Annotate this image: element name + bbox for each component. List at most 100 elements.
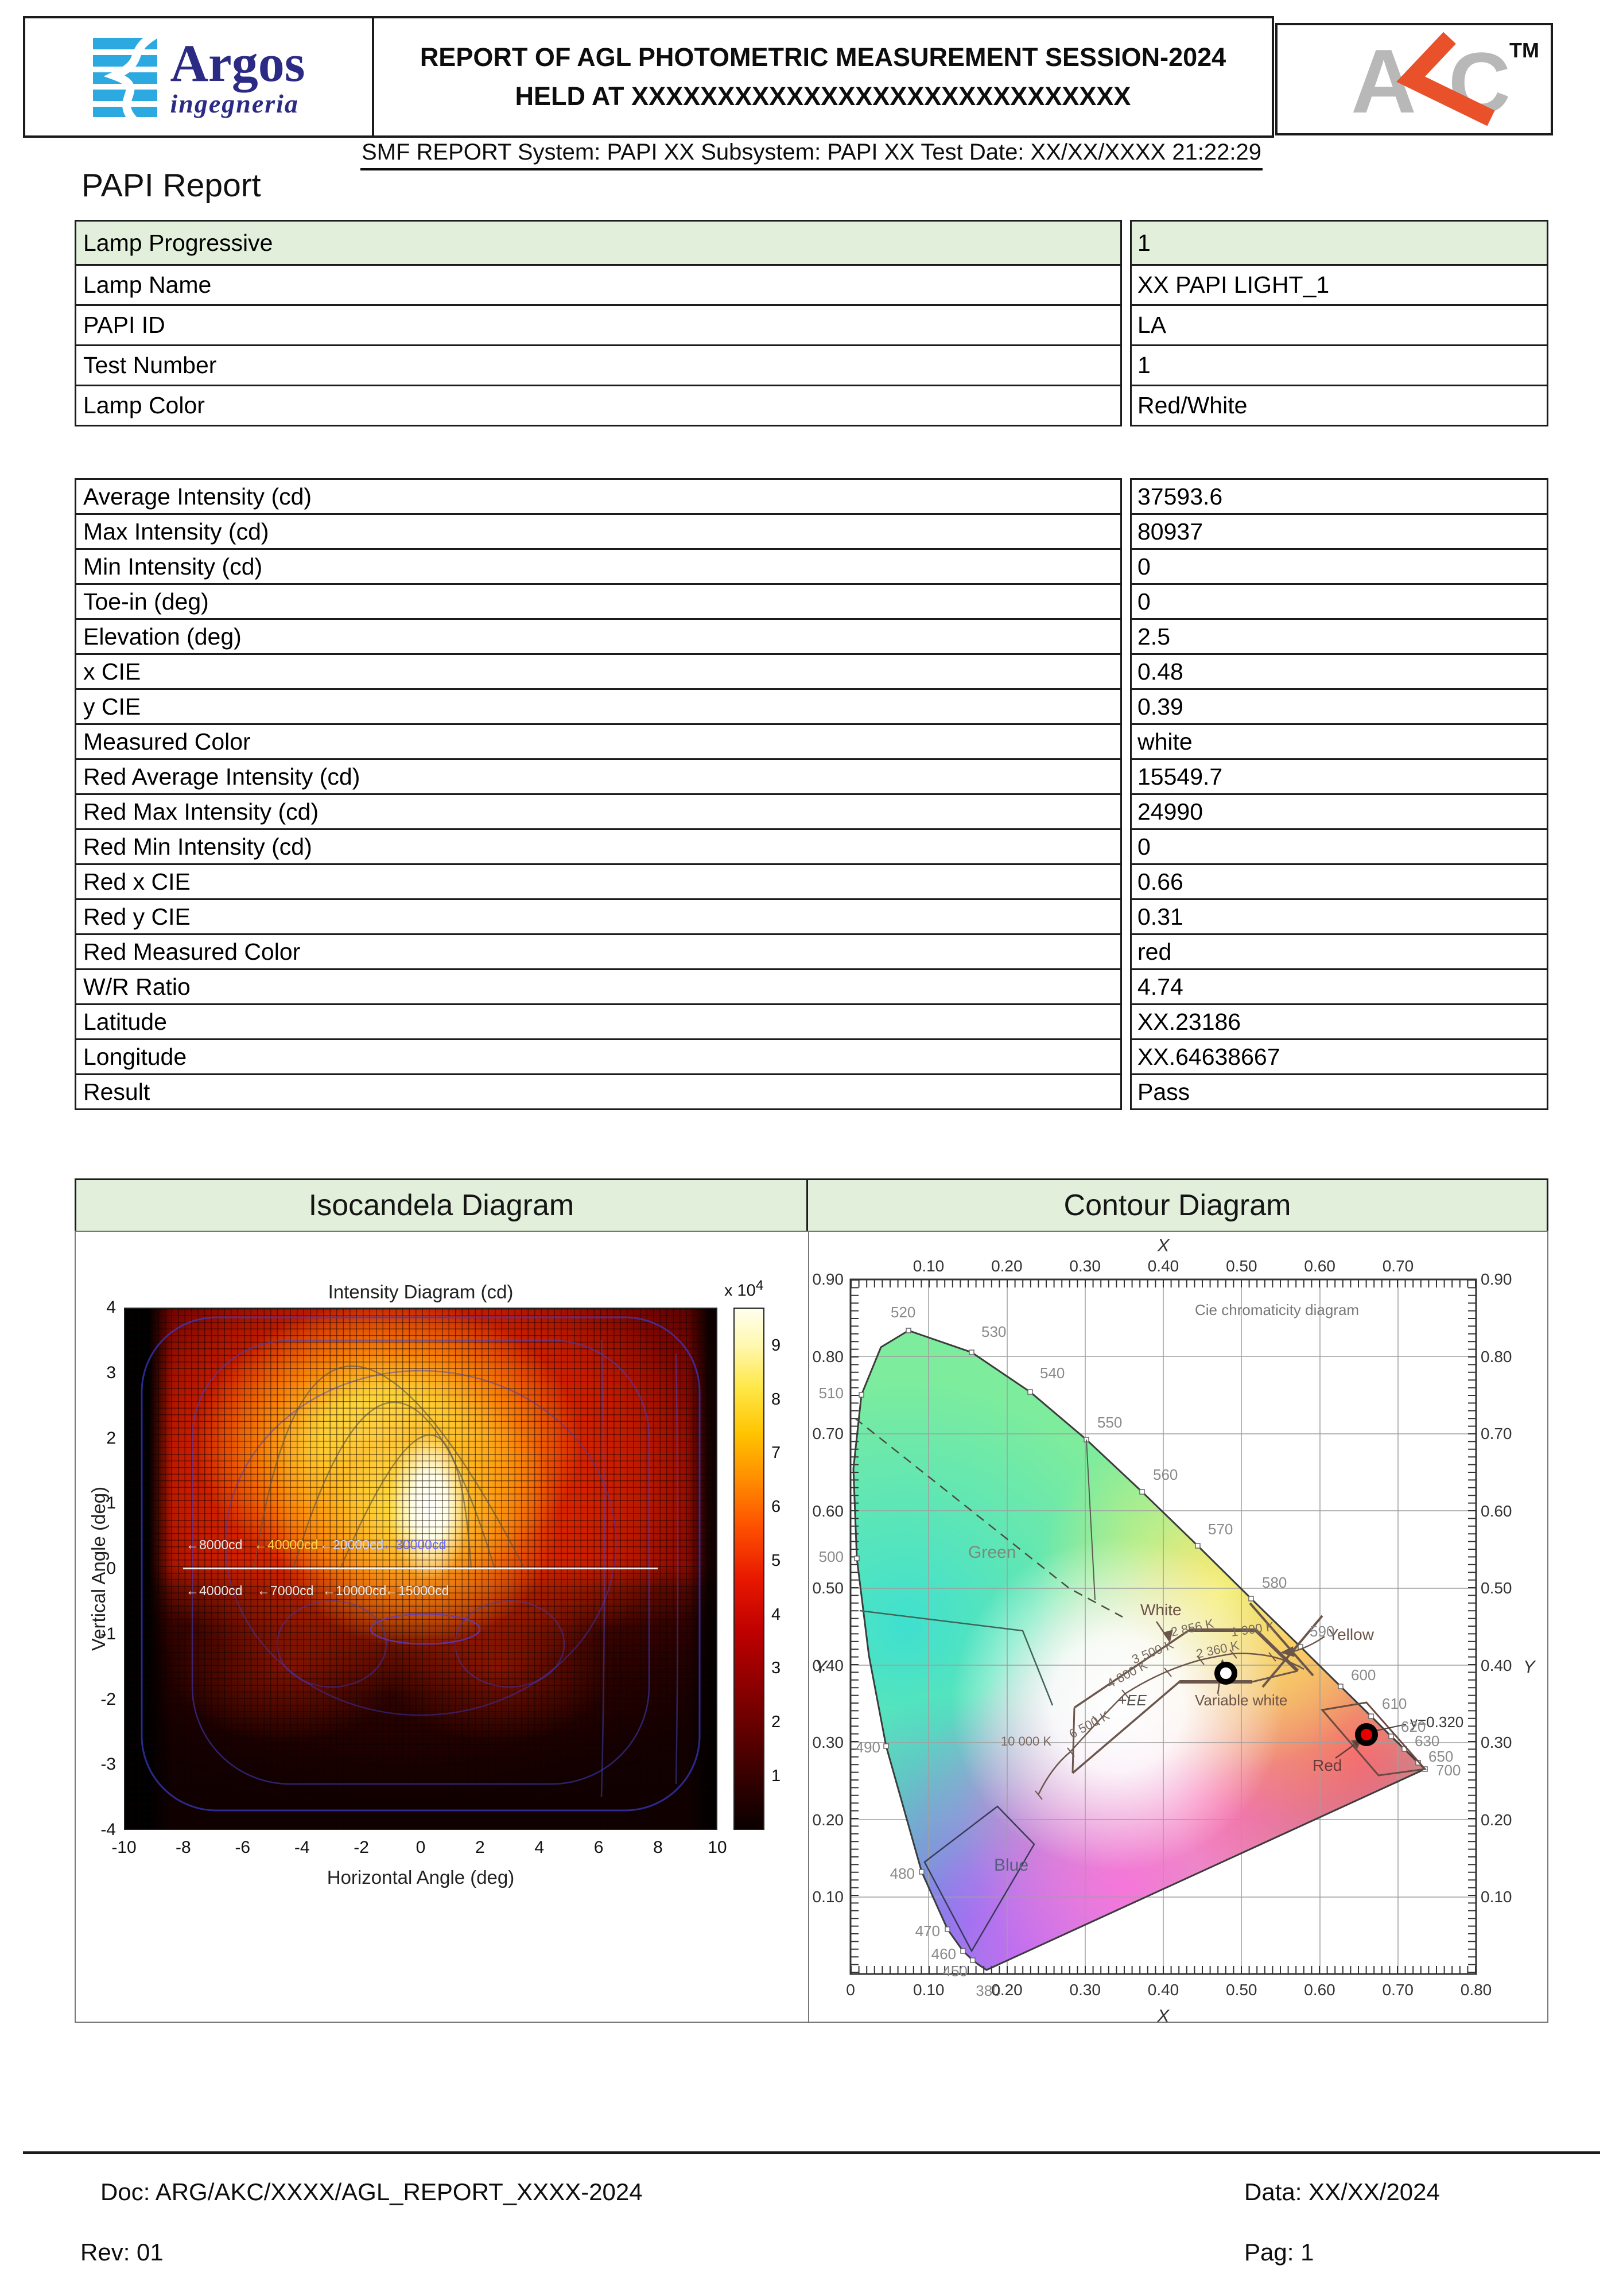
colorbar xyxy=(733,1308,764,1830)
cie-chromaticity-diagram: Cie chromaticity diagram Green Blue Whit… xyxy=(819,1278,1477,1999)
svg-text:610: 610 xyxy=(1382,1695,1407,1712)
footer-divider xyxy=(23,2151,1600,2154)
svg-text:510: 510 xyxy=(819,1384,844,1402)
heatmap-contours xyxy=(141,1316,701,1812)
x-axis-ticks-bottom: 0 0.10 0.20 0.30 0.40 0.50 0.60 0.70 0.8… xyxy=(846,1981,1492,1999)
footer-doc: Doc: ARG/AKC/XXXX/AGL_REPORT_XXXX-2024 xyxy=(100,2178,643,2205)
svg-text:500: 500 xyxy=(819,1548,844,1565)
table-row: Toe-in (deg) 0 xyxy=(75,583,1548,620)
cd-annotation: ←4000cd xyxy=(186,1583,243,1598)
table-row: W/R Ratio 4.74 xyxy=(75,968,1548,1005)
y-axis-label-right: Y xyxy=(1523,1657,1535,1677)
footer-date: Data: XX/XX/2024 xyxy=(1244,2178,1440,2205)
table-row: Max Intensity (cd) 80937 xyxy=(75,513,1548,550)
akc-letter-k-icon xyxy=(1396,32,1495,126)
svg-text:Red: Red xyxy=(1313,1756,1342,1774)
svg-text:+EE: +EE xyxy=(1118,1692,1147,1709)
argos-logo-icon xyxy=(93,34,160,119)
colorbar-tick: 6 xyxy=(771,1498,781,1516)
y-0320-leader xyxy=(1376,1724,1407,1731)
logo-subtitle: ingegneria xyxy=(170,89,299,118)
x-axis-label-bottom: X xyxy=(1157,2006,1170,2026)
green-dashed-boundary xyxy=(855,1418,1123,1618)
table-row: Average Intensity (cd) 37593.6 xyxy=(75,478,1548,515)
report-title-line1: REPORT OF AGL PHOTOMETRIC MEASUREMENT SE… xyxy=(420,42,1226,72)
table-row: Lamp Color Red/White xyxy=(75,385,1548,426)
svg-text:490: 490 xyxy=(856,1739,880,1756)
colorbar-tick: 2 xyxy=(771,1713,781,1731)
contour-chart: X 0.10 0.20 0.30 0.40 0.50 0.60 0.70 0.9… xyxy=(808,1232,1548,2026)
svg-text:Variable white: Variable white xyxy=(1195,1692,1287,1709)
svg-text:530: 530 xyxy=(981,1323,1006,1340)
akc-logo-icon: A C TM xyxy=(1351,31,1539,132)
svg-text:520: 520 xyxy=(891,1304,915,1321)
svg-text:480: 480 xyxy=(890,1865,915,1882)
svg-text:Yellow: Yellow xyxy=(1328,1626,1374,1643)
table-row: Min Intensity (cd) 0 xyxy=(75,548,1548,585)
svg-text:White: White xyxy=(1140,1601,1182,1619)
svg-text:570: 570 xyxy=(1208,1521,1233,1538)
svg-text:380: 380 xyxy=(976,1982,1000,1999)
table-row: Red Average Intensity (cd) 15549.7 xyxy=(75,758,1548,795)
table-row: Elevation (deg) 2.5 xyxy=(75,618,1548,655)
table-row: x CIE 0.48 xyxy=(75,653,1548,690)
table-row: Measured Color white xyxy=(75,723,1548,760)
table-row: Longitude XX.64638667 xyxy=(75,1038,1548,1075)
blue-region xyxy=(923,1805,1035,1953)
red-region xyxy=(1321,1701,1427,1777)
contour-diagram-header: Contour Diagram xyxy=(806,1178,1548,1232)
zero-elevation-line xyxy=(183,1568,658,1569)
svg-text:590: 590 xyxy=(1310,1623,1334,1640)
svg-text:Green: Green xyxy=(968,1543,1016,1562)
cd-annotation: ←7000cd xyxy=(257,1583,314,1598)
measured-red-point xyxy=(1355,1723,1378,1746)
table-row: Test Number 1 xyxy=(75,344,1548,386)
cd-annotation: ←10000cd xyxy=(323,1583,387,1598)
svg-text:450: 450 xyxy=(943,1963,968,1980)
measured-white-point xyxy=(1214,1662,1237,1685)
page-title: PAPI Report xyxy=(81,167,261,204)
table-row: Red Max Intensity (cd) 24990 xyxy=(75,793,1548,830)
svg-text:580: 580 xyxy=(1262,1574,1287,1591)
header-box: Argos ingegneria REPORT OF AGL PHOTOMETR… xyxy=(23,16,1274,138)
akc-logo-box: A C TM xyxy=(1275,23,1553,135)
svg-text:630: 630 xyxy=(1415,1732,1439,1750)
chart-title: Intensity Diagram (cd) xyxy=(328,1281,514,1302)
table-row: Result Pass xyxy=(75,1073,1548,1110)
measurement-table: Average Intensity (cd) 37593.6 Max Intens… xyxy=(75,478,1548,1110)
report-title: REPORT OF AGL PHOTOMETRIC MEASUREMENT SE… xyxy=(374,18,1272,135)
cd-annotation: ←15000cd xyxy=(385,1583,449,1598)
table-row: PAPI ID LA xyxy=(75,304,1548,346)
table-row: Lamp Progressive 1 xyxy=(75,220,1548,266)
footer-page: Pag: 1 xyxy=(1244,2239,1314,2266)
colorbar-tick: 4 xyxy=(771,1605,781,1624)
svg-text:560: 560 xyxy=(1153,1466,1178,1483)
table-row: Latitude XX.23186 xyxy=(75,1003,1548,1040)
diagrams-panel: Intensity Diagram (cd) Vertical Angle (d… xyxy=(75,1231,1548,2026)
report-title-line2: HELD AT XXXXXXXXXXXXXXXXXXXXXXXXXXXXX xyxy=(515,82,1131,111)
lamp-info-table: Lamp Progressive 1 Lamp Name XX PAPI LIG… xyxy=(75,220,1548,426)
svg-text:y=0.320: y=0.320 xyxy=(1410,1713,1463,1731)
cd-annotation: ←20000cd xyxy=(320,1537,384,1552)
svg-text:Blue: Blue xyxy=(994,1856,1028,1875)
x-axis-label: Horizontal Angle (deg) xyxy=(327,1867,515,1888)
isocandela-diagram-header: Isocandela Diagram xyxy=(75,1178,808,1232)
footer-revision: Rev: 01 xyxy=(80,2239,164,2266)
argos-logo: Argos ingegneria xyxy=(25,18,374,135)
green-solid-boundary xyxy=(1086,1439,1096,1600)
axis-ticks xyxy=(851,1279,1476,1974)
akc-tm: TM xyxy=(1509,38,1539,62)
table-row: Lamp Name XX PAPI LIGHT_1 xyxy=(75,264,1548,306)
colorbar-tick: 8 xyxy=(771,1390,781,1409)
logo-name: Argos xyxy=(170,34,305,92)
smf-report-line: SMF REPORT System: PAPI XX Subsystem: PA… xyxy=(0,139,1623,170)
svg-text:Cie chromaticity diagram: Cie chromaticity diagram xyxy=(1195,1301,1359,1318)
table-row: Red y CIE 0.31 xyxy=(75,898,1548,935)
x-axis-ticks-top: 0.10 0.20 0.30 0.40 0.50 0.60 0.70 xyxy=(913,1257,1414,1275)
colorbar-tick: 7 xyxy=(771,1444,781,1462)
cd-annotation: ←8000cd xyxy=(186,1537,243,1552)
x-axis-ticks: -10 -8 -6 -4 -2 0 2 4 6 8 10 xyxy=(111,1838,727,1857)
table-row: Red Min Intensity (cd) 0 xyxy=(75,828,1548,865)
cd-annotation: ←40000cd xyxy=(254,1537,319,1552)
y-axis-ticks-right: 0.90 0.80 0.70 0.60 0.50 0.40 0.30 0.20 … xyxy=(1481,1270,1512,1906)
